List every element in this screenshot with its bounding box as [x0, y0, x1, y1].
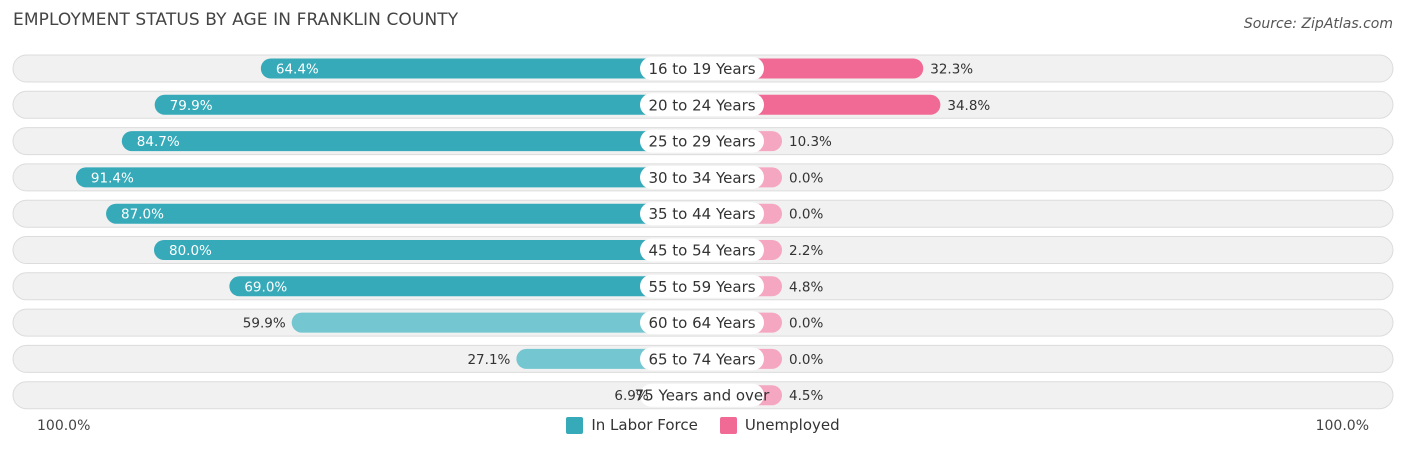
bar-in-labor-force: [75, 167, 702, 188]
category-label: 65 to 74 Years: [648, 350, 755, 368]
bar-in-labor-force: [106, 203, 703, 224]
legend-label-unemployed: Unemployed: [744, 416, 840, 434]
bar-in-labor-force: [121, 131, 703, 152]
axis-left-label: 100.0%: [37, 418, 91, 434]
value-label-labor: 59.9%: [243, 316, 286, 332]
value-label-labor: 69.0%: [244, 279, 287, 295]
value-label-labor: 91.4%: [91, 170, 134, 186]
category-label-pill: [640, 165, 764, 189]
legend-swatch-labor: [566, 416, 584, 434]
category-label: 25 to 29 Years: [648, 133, 755, 151]
value-label-unemployed: 32.3%: [930, 62, 973, 78]
category-label: 60 to 64 Years: [648, 314, 755, 332]
bar-in-labor-force: [291, 312, 702, 333]
legend: In Labor Force Unemployed: [0, 416, 1406, 434]
category-label-pill: [640, 347, 764, 371]
value-label-unemployed: 0.0%: [789, 170, 823, 186]
category-label: 45 to 54 Years: [648, 242, 755, 260]
bar-in-labor-force: [154, 94, 702, 115]
category-label-pill: [640, 129, 764, 153]
category-label: 20 to 24 Years: [648, 96, 755, 114]
bar-in-labor-force: [229, 276, 702, 297]
chart-title: EMPLOYMENT STATUS BY AGE IN FRANKLIN COU…: [13, 10, 459, 30]
value-label-labor: 64.4%: [276, 62, 319, 78]
legend-label-labor: In Labor Force: [591, 416, 698, 434]
category-label-pill: [640, 274, 764, 298]
category-label-pill: [640, 383, 764, 407]
value-label-unemployed: 4.8%: [789, 279, 823, 295]
value-label-labor: 79.9%: [170, 98, 213, 114]
legend-swatch-unemployed: [719, 416, 737, 434]
axis-right-label: 100.0%: [1315, 418, 1369, 434]
value-label-unemployed: 4.5%: [789, 388, 823, 404]
category-label: 55 to 59 Years: [648, 278, 755, 296]
bar-in-labor-force: [260, 58, 702, 79]
legend-item-unemployed: Unemployed: [719, 416, 840, 434]
category-label-pill: [640, 202, 764, 226]
category-label: 35 to 44 Years: [648, 205, 755, 223]
category-label: 30 to 34 Years: [648, 169, 755, 187]
value-label-labor: 87.0%: [121, 207, 164, 223]
value-label-labor: 6.9%: [614, 388, 648, 404]
value-label-unemployed: 0.0%: [789, 352, 823, 368]
category-label: 75 Years and over: [635, 387, 770, 405]
value-label-unemployed: 0.0%: [789, 207, 823, 223]
category-label-pill: [640, 57, 764, 80]
source-credit: Source: ZipAtlas.com: [1243, 16, 1393, 32]
category-label-pill: [640, 238, 764, 262]
category-label-pill: [640, 93, 764, 117]
legend-item-labor: In Labor Force: [566, 416, 698, 434]
category-label: 16 to 19 Years: [648, 60, 755, 78]
value-label-unemployed: 0.0%: [789, 316, 823, 332]
value-label-unemployed: 34.8%: [947, 98, 990, 114]
bar-in-labor-force: [154, 240, 702, 260]
value-label-labor: 80.0%: [169, 243, 212, 259]
value-label-labor: 27.1%: [467, 352, 510, 368]
value-label-unemployed: 2.2%: [789, 243, 823, 259]
value-label-unemployed: 10.3%: [789, 134, 832, 150]
value-label-labor: 84.7%: [137, 134, 180, 150]
category-label-pill: [640, 311, 764, 335]
